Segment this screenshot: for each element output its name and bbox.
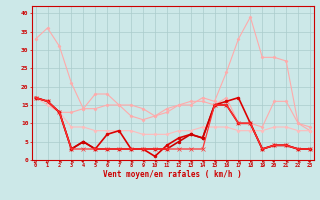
X-axis label: Vent moyen/en rafales ( km/h ): Vent moyen/en rafales ( km/h ) [103, 170, 242, 179]
